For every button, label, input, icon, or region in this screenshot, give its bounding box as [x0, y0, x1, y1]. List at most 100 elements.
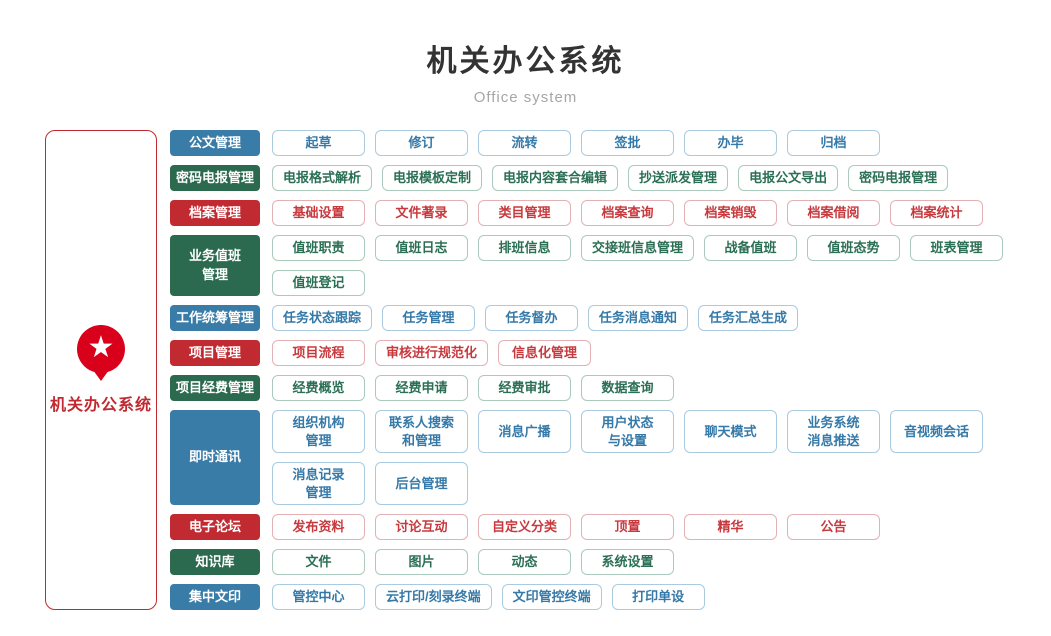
feature-button[interactable]: 数据查询: [581, 375, 674, 401]
feature-button[interactable]: 图片: [375, 549, 468, 576]
feature-button[interactable]: 排班信息: [478, 235, 571, 261]
feature-button[interactable]: 系统设置: [581, 549, 674, 576]
feature-button[interactable]: 联系人搜索 和管理: [375, 410, 468, 454]
feature-button[interactable]: 后台管理: [375, 462, 468, 506]
feature-button[interactable]: 值班职责: [272, 235, 365, 261]
module-label[interactable]: 密码电报管理: [170, 165, 260, 191]
feature-button[interactable]: 信息化管理: [498, 340, 592, 366]
module-label[interactable]: 业务值班 管理: [170, 235, 260, 296]
feature-button[interactable]: 起草: [272, 130, 365, 156]
module-label[interactable]: 即时通讯: [170, 410, 260, 506]
module-row-4: 业务值班 管理 值班职责 值班日志 排班信息 交接班信息管理 战备值班 值班态势 班表管理值班…: [170, 235, 1043, 296]
module-items: 电报格式解析 电报模板定制 电报内容套合编辑 抄送派发管理 电报公文导出 密码电报管理: [272, 165, 1043, 191]
feature-button[interactable]: 打印单设: [611, 584, 705, 611]
module-items: 任务状态跟踪 任务管理 任务督办 任务消息通知 任务汇总生成: [272, 305, 1043, 331]
module-label[interactable]: 项目管理: [170, 340, 260, 366]
feature-button[interactable]: 电报公文导出: [738, 165, 839, 191]
feature-button[interactable]: 消息记录 管理: [272, 462, 365, 506]
module-items: 管控中心 云打印/刻录终端 文印管控终端 打印单设: [272, 584, 1043, 611]
feature-button[interactable]: 云打印/刻录终端: [375, 584, 492, 611]
module-label[interactable]: 集中文印: [170, 584, 260, 611]
feature-button[interactable]: 电报内容套合编辑: [492, 165, 619, 191]
feature-button[interactable]: 签批: [581, 130, 674, 156]
module-row-1: 公文管理 起草 修订 流转 签批 办毕 归档: [170, 130, 1043, 156]
feature-button[interactable]: 经费概览: [272, 375, 365, 401]
module-items: 经费概览 经费申请 经费审批 数据查询: [272, 375, 1043, 401]
module-label[interactable]: 项目经费管理: [170, 375, 260, 401]
feature-button[interactable]: 经费申请: [375, 375, 468, 401]
root-module-box: ★ 机关办公系统: [45, 130, 157, 611]
page-title: 机关办公系统: [426, 45, 625, 78]
feature-button[interactable]: 档案查询: [581, 200, 674, 226]
page-header: 机关办公系统 Office system: [0, 0, 1051, 106]
module-row-8: 即时通讯 组织机构 管理 联系人搜索 和管理 消息广播 用户状态 与设置 聊天模式 业务系统…: [170, 410, 1043, 506]
module-label[interactable]: 知识库: [170, 549, 260, 576]
module-items: 项目流程 审核进行规范化 信息化管理: [272, 340, 1043, 366]
feature-button[interactable]: 顶置: [581, 514, 674, 541]
feature-button[interactable]: 管控中心: [272, 584, 365, 611]
feature-button[interactable]: 任务汇总生成: [698, 305, 799, 331]
feature-button[interactable]: 组织机构 管理: [272, 410, 365, 454]
feature-button[interactable]: 文件著录: [375, 200, 468, 226]
feature-button[interactable]: 电报格式解析: [272, 165, 373, 191]
feature-button[interactable]: 电报模板定制: [382, 165, 483, 191]
module-label[interactable]: 电子论坛: [170, 514, 260, 541]
feature-button[interactable]: 任务管理: [382, 305, 476, 331]
feature-button[interactable]: 发布资料: [272, 514, 365, 541]
feature-button[interactable]: 动态: [478, 549, 571, 576]
pin-tail: [93, 370, 109, 382]
feature-button[interactable]: 用户状态 与设置: [581, 410, 674, 454]
feature-button[interactable]: 文印管控终端: [501, 584, 602, 611]
feature-button[interactable]: 自定义分类: [478, 514, 571, 541]
feature-button[interactable]: 聊天模式: [684, 410, 777, 454]
feature-button[interactable]: 任务督办: [485, 305, 579, 331]
feature-button[interactable]: 档案借阅: [787, 200, 880, 226]
feature-button[interactable]: 任务消息通知: [588, 305, 689, 331]
feature-button[interactable]: 档案销毁: [684, 200, 777, 226]
star-pin-icon: ★: [77, 325, 125, 382]
module-items: 组织机构 管理 联系人搜索 和管理 消息广播 用户状态 与设置 聊天模式 业务系统 消息推…: [272, 410, 1043, 506]
page-subtitle: Office system: [473, 89, 578, 106]
feature-button[interactable]: 类目管理: [478, 200, 571, 226]
feature-button[interactable]: 修订: [375, 130, 468, 156]
feature-button[interactable]: 抄送派发管理: [628, 165, 729, 191]
feature-button[interactable]: 审核进行规范化: [375, 340, 489, 366]
feature-button[interactable]: 值班登记: [272, 270, 365, 296]
module-label[interactable]: 档案管理: [170, 200, 260, 226]
module-row-5: 工作统筹管理 任务状态跟踪 任务管理 任务督办 任务消息通知 任务汇总生成: [170, 305, 1043, 331]
feature-button[interactable]: 归档: [787, 130, 880, 156]
feature-button[interactable]: 任务状态跟踪: [272, 305, 373, 331]
module-row-7: 项目经费管理 经费概览 经费申请 经费审批 数据查询: [170, 375, 1043, 401]
module-row-9: 电子论坛 发布资料 讨论互动 自定义分类 顶置 精华 公告: [170, 514, 1043, 541]
feature-button[interactable]: 讨论互动: [375, 514, 468, 541]
feature-button[interactable]: 业务系统 消息推送: [787, 410, 880, 454]
feature-button[interactable]: 基础设置: [272, 200, 365, 226]
feature-button[interactable]: 战备值班: [704, 235, 798, 261]
module-label[interactable]: 公文管理: [170, 130, 260, 156]
module-label[interactable]: 工作统筹管理: [170, 305, 260, 331]
feature-button[interactable]: 经费审批: [478, 375, 571, 401]
feature-button[interactable]: 值班态势: [807, 235, 901, 261]
feature-button[interactable]: 公告: [787, 514, 880, 541]
feature-button[interactable]: 精华: [684, 514, 777, 541]
diagram-body: ★ 机关办公系统 公文管理 起草 修订 流转 签批 办毕 归档 密码电报管理 电报格式解析 电报模…: [45, 130, 1043, 611]
module-items: 基础设置 文件著录 类目管理 档案查询 档案销毁 档案借阅 档案统计: [272, 200, 1043, 226]
feature-button[interactable]: 档案统计: [890, 200, 983, 226]
star-icon: ★: [87, 331, 115, 365]
module-row-2: 密码电报管理 电报格式解析 电报模板定制 电报内容套合编辑 抄送派发管理 电报公文导出 密码…: [170, 165, 1043, 191]
module-items: 起草 修订 流转 签批 办毕 归档: [272, 130, 1043, 156]
feature-button[interactable]: 班表管理: [910, 235, 1004, 261]
feature-button[interactable]: 值班日志: [375, 235, 468, 261]
feature-button[interactable]: 流转: [478, 130, 571, 156]
feature-button[interactable]: 消息广播: [478, 410, 571, 454]
module-row-11: 集中文印 管控中心 云打印/刻录终端 文印管控终端 打印单设: [170, 584, 1043, 611]
module-row-10: 知识库 文件 图片 动态 系统设置: [170, 549, 1043, 576]
feature-button[interactable]: 办毕: [684, 130, 777, 156]
feature-button[interactable]: 文件: [272, 549, 365, 576]
feature-button[interactable]: 项目流程: [272, 340, 365, 366]
feature-button[interactable]: 交接班信息管理: [581, 235, 695, 261]
feature-button[interactable]: 密码电报管理: [848, 165, 949, 191]
module-row-3: 档案管理 基础设置 文件著录 类目管理 档案查询 档案销毁 档案借阅 档案统计: [170, 200, 1043, 226]
feature-button[interactable]: 音视频会话: [890, 410, 983, 454]
